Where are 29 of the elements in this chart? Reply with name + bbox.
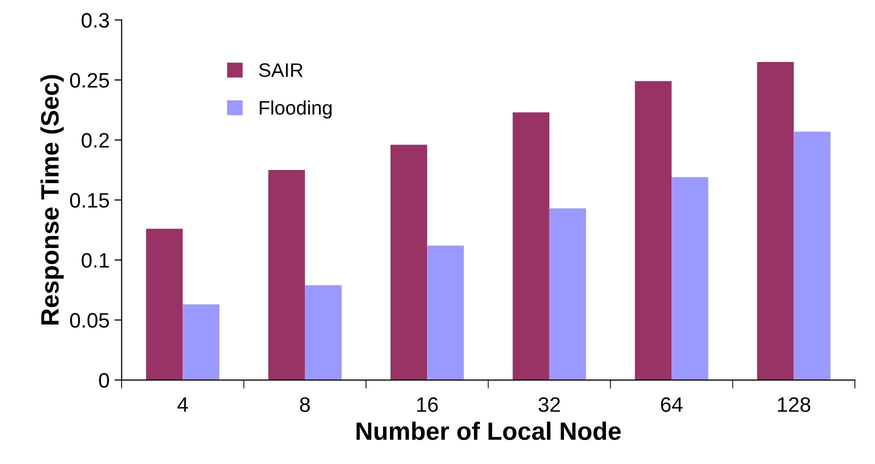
y-tick-label: 0.3	[82, 12, 109, 28]
bar	[757, 62, 794, 380]
y-tick-label: 0.2	[82, 132, 109, 148]
bar	[672, 177, 708, 380]
bar	[512, 112, 550, 380]
y-tick-label: 0	[99, 373, 110, 388]
y-axis-title: Response Time (Sec)	[40, 75, 64, 325]
legend-label: SAIR	[259, 63, 303, 78]
x-axis-title: Number of Local Node	[356, 422, 621, 440]
y-tick-label: 0.25	[70, 72, 109, 88]
bar	[182, 304, 220, 380]
bar	[146, 228, 183, 380]
x-tick-label: 64	[661, 397, 683, 412]
x-tick-label: 128	[778, 397, 810, 412]
x-tick-label: 16	[417, 397, 438, 412]
bar	[549, 208, 586, 380]
bar	[390, 144, 428, 380]
x-tick-label: 32	[538, 397, 560, 412]
bar	[794, 132, 830, 380]
x-tick-label: 8	[300, 397, 310, 412]
bar	[634, 81, 672, 380]
bar	[268, 170, 305, 380]
bar	[304, 285, 342, 380]
y-tick-label: 0.05	[70, 313, 109, 328]
legend-label: Flooding	[260, 100, 332, 119]
y-tick-label: 0.15	[70, 192, 109, 208]
y-tick-label: 0.1	[82, 252, 109, 268]
x-tick-label: 4	[177, 397, 188, 412]
bar	[427, 246, 464, 380]
